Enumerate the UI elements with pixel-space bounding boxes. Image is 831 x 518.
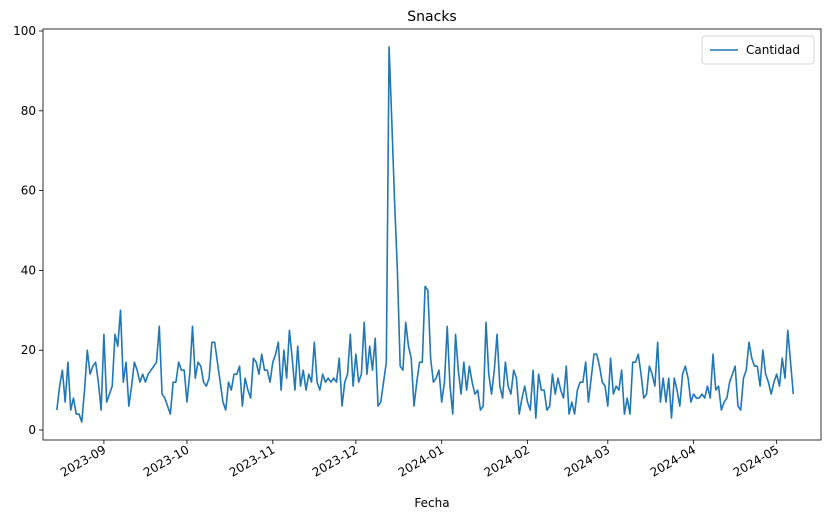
x-tick-label: 2024-01 — [396, 442, 446, 479]
legend-box — [701, 35, 815, 65]
legend-label: Cantidad — [746, 43, 800, 57]
y-tick-label: 20 — [21, 343, 36, 357]
x-axis: 2023-09 2023-10 2023-11 2023-12 2024-01 2024-… — [58, 440, 781, 480]
x-axis-label: Fecha — [414, 496, 449, 510]
legend: Cantidad — [701, 35, 815, 65]
x-tick-label: 2024-02 — [482, 442, 532, 479]
plot-frame — [42, 28, 822, 441]
y-tick-label: 0 — [28, 423, 36, 437]
x-tick-label: 2024-04 — [648, 442, 698, 479]
x-tick-label: 2023-09 — [58, 442, 108, 479]
y-tick-label: 40 — [21, 263, 36, 277]
y-tick-label: 80 — [21, 104, 36, 118]
series-line-cantidad — [56, 46, 795, 423]
y-tick-label: 100 — [13, 24, 36, 38]
x-tick-label: 2023-11 — [227, 442, 277, 479]
series-layer — [56, 46, 795, 423]
y-tick-label: 60 — [21, 184, 36, 198]
x-tick-label: 2024-05 — [731, 442, 781, 479]
x-tick-label: 2024-03 — [562, 442, 612, 479]
x-tick-label: 2023-12 — [310, 442, 360, 479]
x-tick-label: 2023-10 — [141, 442, 191, 479]
chart-title: Snacks — [407, 9, 456, 25]
plot-area — [42, 28, 822, 441]
y-axis: 0 20 40 60 80 100 — [13, 24, 43, 437]
